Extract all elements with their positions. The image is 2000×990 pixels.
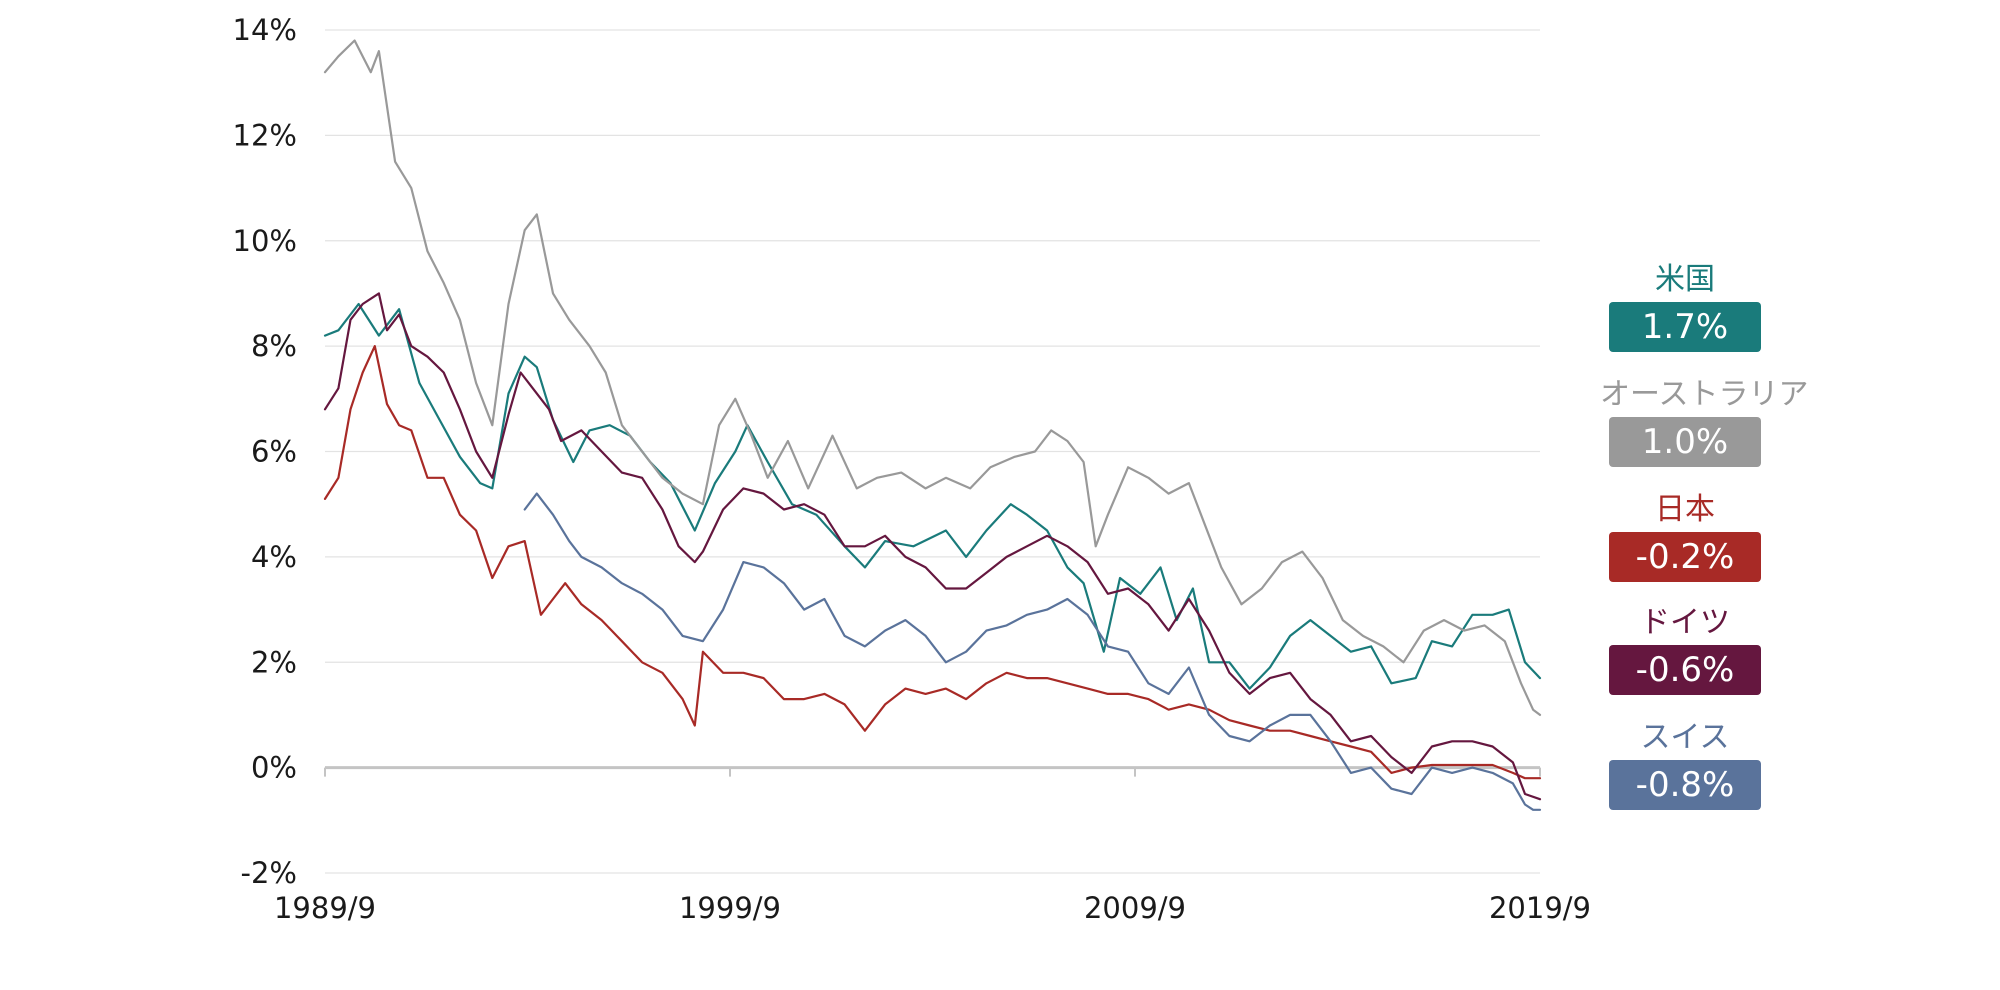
legend-australia: オーストラリア 1.0% [1600,377,1809,467]
legend-germany-name: ドイツ [1640,605,1730,640]
legend-japan-name: 日本 [1655,492,1715,527]
x-tick-label: 2009/9 [1084,891,1186,925]
y-tick-label: 4% [251,540,297,574]
y-axis-ticks: 14% 12% 10% 8% 6% 4% 2% 0% -2% [233,13,297,890]
legend-australia-value: 1.0% [1609,417,1761,467]
legend-us-name: 米国 [1655,262,1715,297]
x-tick-label: 1999/9 [679,891,781,925]
legend-switzerland-name: スイス [1640,720,1730,755]
y-tick-label: 6% [251,435,297,469]
series-line-1 [323,39,1542,716]
y-tick-label: 2% [251,645,297,679]
gridlines [325,29,1540,874]
legend-germany-value: -0.6% [1609,645,1761,695]
series-line-3 [323,292,1542,801]
y-tick-label: 10% [233,224,297,258]
x-axis: 1989/9 1999/9 2009/9 2019/9 [274,767,1591,925]
legend-us-value: 1.7% [1609,302,1761,352]
y-tick-label: 12% [233,118,297,152]
y-tick-label: 0% [251,751,297,785]
y-tick-label: 14% [233,13,297,47]
legend-japan: 日本 -0.2% [1600,492,1770,582]
y-tick-label: 8% [251,329,297,363]
x-tick-label: 2019/9 [1489,891,1591,925]
y-tick-label: -2% [241,856,297,890]
legend-japan-value: -0.2% [1609,532,1761,582]
series-line-0 [323,302,1542,690]
x-tick-label: 1989/9 [274,891,376,925]
series-line-2 [323,345,1542,780]
legend-us: 米国 1.7% [1600,262,1770,352]
legend-australia-name: オーストラリア [1600,377,1809,412]
legend-germany: ドイツ -0.6% [1600,605,1770,695]
series-line-4 [523,492,1542,811]
series-lines [323,39,1542,811]
legend-switzerland-value: -0.8% [1609,760,1761,810]
legend-switzerland: スイス -0.8% [1600,720,1770,810]
